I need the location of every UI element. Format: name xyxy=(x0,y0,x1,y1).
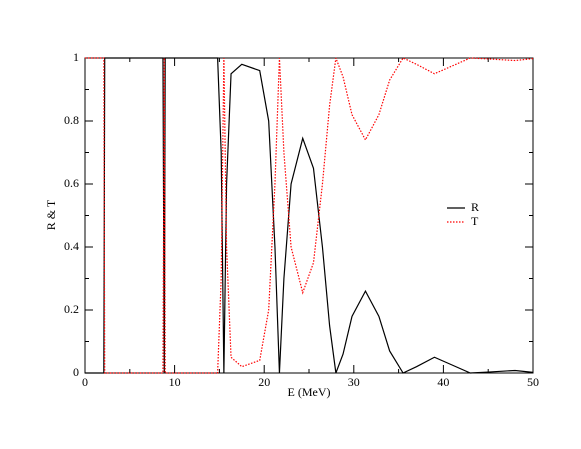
x-tick-label: 30 xyxy=(348,375,360,389)
y-axis-label: R & T xyxy=(44,199,58,230)
y-tick-label: 1 xyxy=(73,50,79,64)
x-tick-label: 40 xyxy=(437,375,449,389)
x-tick-label: 10 xyxy=(169,375,181,389)
plot-frame xyxy=(84,57,534,374)
x-tick-label: 0 xyxy=(82,375,88,389)
y-tick-label: 0.2 xyxy=(64,302,79,316)
series-line xyxy=(85,57,534,374)
y-tick-label: 0.4 xyxy=(64,239,79,253)
legend-label: R xyxy=(471,200,479,214)
legend-label: T xyxy=(471,214,479,228)
x-tick-label: 50 xyxy=(527,375,539,389)
x-tick-label: 20 xyxy=(258,375,270,389)
y-tick-label: 0 xyxy=(73,365,79,379)
y-tick-label: 0.6 xyxy=(64,176,79,190)
series-line xyxy=(85,57,534,374)
y-tick-label: 0.8 xyxy=(64,113,79,127)
x-axis-label: E (MeV) xyxy=(288,385,331,399)
